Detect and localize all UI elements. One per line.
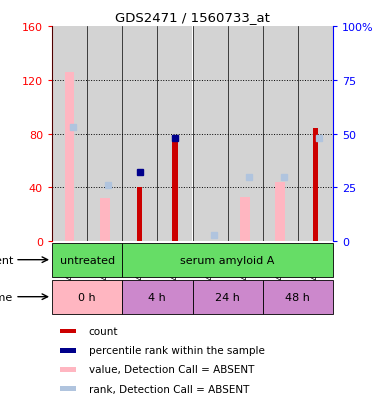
Text: serum amyloid A: serum amyloid A xyxy=(181,255,275,265)
Bar xyxy=(100,199,110,242)
Bar xyxy=(60,329,76,334)
Title: GDS2471 / 1560733_at: GDS2471 / 1560733_at xyxy=(115,11,270,24)
Bar xyxy=(52,27,87,242)
Bar xyxy=(263,280,333,314)
Bar xyxy=(157,27,192,242)
Text: value, Detection Call = ABSENT: value, Detection Call = ABSENT xyxy=(89,365,254,375)
Bar xyxy=(172,140,177,242)
Bar xyxy=(122,280,192,314)
Bar xyxy=(60,348,76,353)
Bar xyxy=(240,197,250,242)
Text: time: time xyxy=(0,292,13,302)
Bar xyxy=(228,27,263,242)
Bar xyxy=(263,27,298,242)
Bar xyxy=(275,183,285,242)
Bar xyxy=(137,188,142,242)
Bar xyxy=(122,243,333,277)
Bar xyxy=(87,27,122,242)
Text: 48 h: 48 h xyxy=(285,292,310,302)
Text: untreated: untreated xyxy=(60,255,115,265)
Bar xyxy=(192,280,263,314)
Text: percentile rank within the sample: percentile rank within the sample xyxy=(89,345,264,355)
Bar xyxy=(60,367,76,372)
Bar xyxy=(52,280,122,314)
Text: count: count xyxy=(89,326,118,336)
Text: 0 h: 0 h xyxy=(78,292,96,302)
Bar xyxy=(313,129,318,242)
Bar xyxy=(298,27,333,242)
Bar xyxy=(65,73,74,242)
Bar xyxy=(122,27,157,242)
Bar xyxy=(52,243,122,277)
Text: rank, Detection Call = ABSENT: rank, Detection Call = ABSENT xyxy=(89,384,249,394)
Bar xyxy=(60,386,76,391)
Bar xyxy=(192,27,228,242)
Text: agent: agent xyxy=(0,255,13,265)
Text: 24 h: 24 h xyxy=(215,292,240,302)
Text: 4 h: 4 h xyxy=(149,292,166,302)
